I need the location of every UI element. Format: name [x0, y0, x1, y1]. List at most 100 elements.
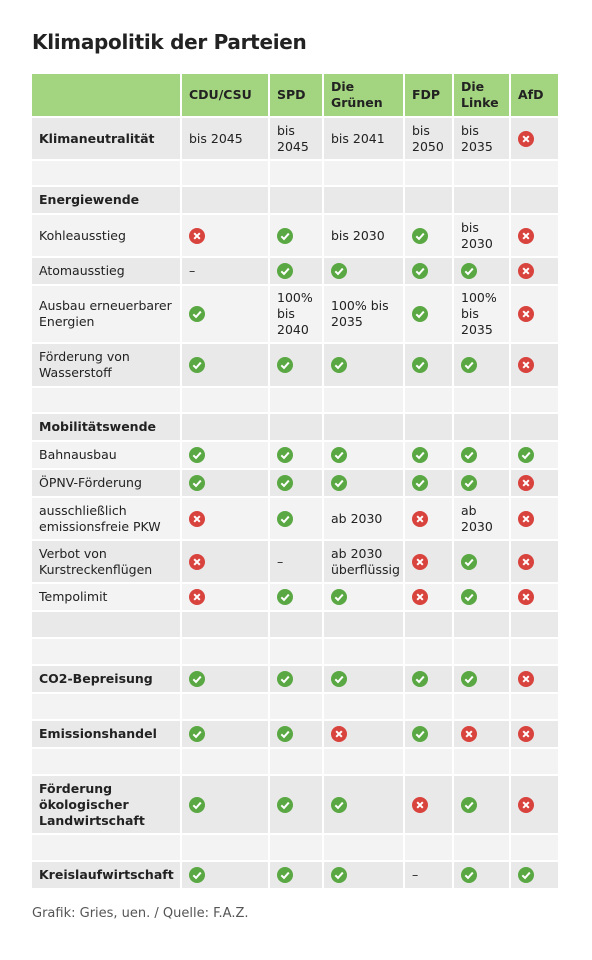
table-cell	[324, 258, 403, 284]
table-cell	[270, 498, 322, 539]
table-cell	[405, 414, 452, 440]
cross-icon	[518, 306, 534, 322]
table-cell: Kreislaufwirtschaft	[32, 862, 180, 888]
table-cell	[182, 442, 268, 468]
table-cell	[182, 161, 268, 185]
cross-icon	[518, 263, 534, 279]
table-cell	[324, 414, 403, 440]
cross-icon	[518, 510, 534, 527]
table-cell	[511, 639, 558, 664]
table-cell	[324, 442, 403, 468]
check-icon	[412, 227, 428, 244]
table-cell	[270, 388, 322, 412]
table-cell	[405, 258, 452, 284]
table-cell	[454, 835, 509, 860]
table-cell	[32, 612, 180, 637]
table-cell	[270, 215, 322, 256]
table-cell	[454, 388, 509, 412]
table-cell	[405, 639, 452, 664]
cross-icon	[412, 510, 428, 527]
table-cell	[270, 414, 322, 440]
table-cell	[454, 187, 509, 213]
cross-icon	[518, 796, 534, 813]
table-cell: Klimaneutralität	[32, 118, 180, 159]
check-icon	[412, 726, 428, 742]
cross-icon	[518, 227, 534, 244]
table-cell	[511, 498, 558, 539]
check-icon	[331, 263, 347, 279]
table-cell: Die Grünen	[324, 74, 403, 116]
cross-icon	[518, 726, 534, 742]
table-cell: AfD	[511, 74, 558, 116]
table-cell	[511, 388, 558, 412]
table-cell	[454, 470, 509, 496]
table-cell: bis 2050	[405, 118, 452, 159]
table-cell	[511, 612, 558, 637]
check-icon	[518, 867, 534, 883]
table-cell	[511, 666, 558, 692]
table-cell	[511, 721, 558, 747]
table-cell	[454, 584, 509, 610]
table-cell	[454, 161, 509, 185]
cross-icon	[189, 510, 205, 527]
table-cell	[405, 344, 452, 386]
table-cell: Verbot von Kurstreckenflügen	[32, 541, 180, 582]
table-cell: ab 2030 überflüssig	[324, 541, 403, 582]
table-cell	[405, 161, 452, 185]
table-cell	[270, 612, 322, 637]
check-icon	[461, 553, 477, 570]
table-cell	[454, 414, 509, 440]
cross-icon	[461, 726, 477, 742]
table-cell	[405, 286, 452, 342]
table-cell	[182, 584, 268, 610]
table-cell: –	[270, 541, 322, 582]
table-cell	[511, 258, 558, 284]
cross-icon	[412, 553, 428, 570]
table-cell: Emissionshandel	[32, 721, 180, 747]
table-cell	[511, 344, 558, 386]
table-cell: bis 2035	[454, 118, 509, 159]
table-cell	[324, 666, 403, 692]
cross-icon	[331, 726, 347, 742]
table-cell	[324, 721, 403, 747]
check-icon	[461, 475, 477, 491]
table-cell	[270, 442, 322, 468]
table-cell: Atomausstieg	[32, 258, 180, 284]
table-cell: CDU/CSU	[182, 74, 268, 116]
table-cell: 100% bis 2035	[324, 286, 403, 342]
table-cell: Förderung von Wasserstoff	[32, 344, 180, 386]
table-cell	[182, 835, 268, 860]
check-icon	[189, 671, 205, 687]
check-icon	[189, 726, 205, 742]
table-cell	[511, 286, 558, 342]
table-cell: 100% bis 2040	[270, 286, 322, 342]
table-cell: ab 2030	[454, 498, 509, 539]
table-cell	[511, 118, 558, 159]
table-cell	[511, 835, 558, 860]
check-icon	[277, 671, 293, 687]
table-cell	[32, 161, 180, 185]
table-cell: Die Linke	[454, 74, 509, 116]
table-cell	[182, 639, 268, 664]
cross-icon	[518, 589, 534, 605]
table-cell: CO2-Bepreisung	[32, 666, 180, 692]
table-cell	[182, 344, 268, 386]
check-icon	[331, 867, 347, 883]
table-cell	[182, 749, 268, 774]
table-cell	[324, 612, 403, 637]
table-cell: Bahnausbau	[32, 442, 180, 468]
table-cell	[270, 470, 322, 496]
table-cell: SPD	[270, 74, 322, 116]
table-cell	[405, 776, 452, 833]
table-cell	[511, 187, 558, 213]
table-cell	[405, 215, 452, 256]
table-cell	[454, 666, 509, 692]
cross-icon	[412, 796, 428, 813]
table-cell	[270, 258, 322, 284]
table-cell	[270, 835, 322, 860]
check-icon	[412, 475, 428, 491]
table-cell	[405, 666, 452, 692]
cross-icon	[518, 671, 534, 687]
cross-icon	[189, 227, 205, 244]
footer: Grafik: Gries, uen. / Quelle: F.A.Z.	[32, 906, 249, 921]
